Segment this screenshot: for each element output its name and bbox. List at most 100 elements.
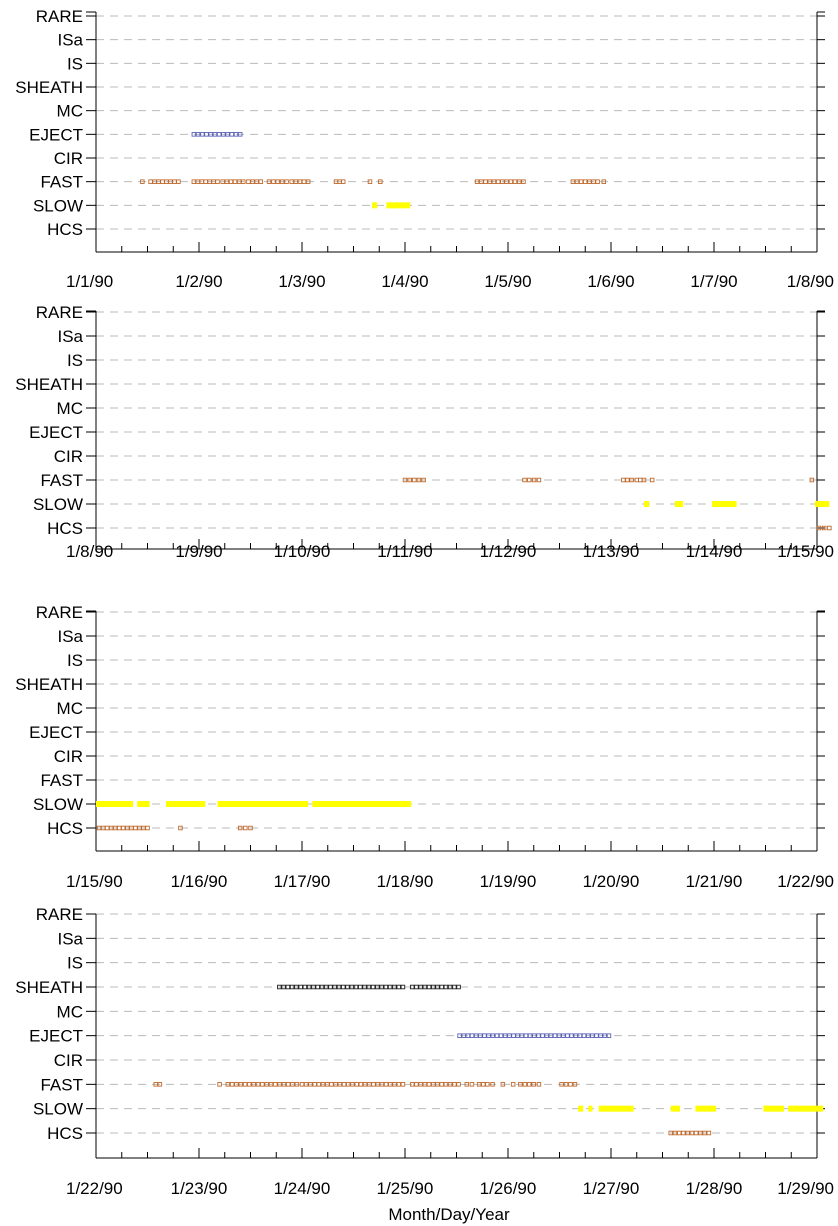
eject-marker [519, 1033, 525, 1038]
category-label: SLOW [33, 1100, 83, 1119]
sheath-marker [319, 984, 325, 990]
x-tick-label: 1/28/90 [686, 1179, 743, 1198]
sheath-marker [294, 984, 299, 990]
fast-marker [294, 1082, 300, 1087]
fast-marker [396, 1082, 401, 1087]
sheath-marker [431, 984, 436, 990]
x-tick-label: 1/19/90 [480, 872, 537, 891]
eject-marker [540, 1033, 545, 1038]
fast-marker [649, 477, 655, 483]
series-fast [153, 1082, 578, 1087]
hcs-marker [816, 525, 822, 531]
eject-marker [569, 1033, 574, 1038]
fast-marker [220, 179, 225, 184]
sheath-marker [439, 984, 444, 990]
category-label: RARE [36, 7, 83, 26]
series-slow [372, 202, 411, 209]
series-slow [643, 501, 830, 507]
fast-marker [324, 1082, 330, 1087]
eject-marker [195, 132, 201, 137]
fast-marker [329, 1082, 334, 1087]
fast-marker [479, 179, 484, 184]
fast-marker [255, 1082, 261, 1087]
category-label: ISa [57, 627, 83, 646]
fast-marker [367, 179, 373, 184]
fast-marker [273, 1082, 278, 1087]
x-tick-label: 1/5/90 [484, 272, 531, 291]
x-tick-label: 1/22/90 [777, 872, 834, 891]
category-label: IS [67, 651, 83, 670]
category-label: CIR [54, 149, 83, 168]
sheath-marker [426, 984, 432, 990]
fast-marker [559, 1082, 564, 1087]
sheath-marker [443, 984, 449, 990]
fast-marker [247, 1082, 252, 1087]
fast-marker [367, 1082, 372, 1087]
fast-marker [254, 179, 259, 184]
eject-marker [494, 1033, 500, 1038]
fast-marker [358, 1082, 364, 1087]
fast-marker [157, 1082, 163, 1087]
x-tick-label: 1/21/90 [686, 872, 743, 891]
hcs-marker [248, 825, 253, 831]
eject-marker [581, 1033, 587, 1038]
eject-marker [507, 1033, 512, 1038]
x-tick-label: 1/2/90 [175, 272, 222, 291]
fast-marker [500, 179, 505, 184]
fast-marker [176, 179, 181, 184]
eject-marker [544, 1033, 549, 1038]
fast-marker [308, 1082, 313, 1087]
fast-marker [238, 1082, 244, 1087]
hcs-marker [693, 1130, 699, 1136]
sheath-marker [375, 984, 380, 990]
fast-marker [203, 179, 208, 184]
hcs-marker [672, 1130, 678, 1136]
x-tick-label: 1/12/90 [480, 542, 537, 561]
fast-marker [284, 179, 289, 184]
fast-marker [388, 1082, 393, 1087]
fast-marker [629, 477, 634, 483]
eject-marker [577, 1033, 583, 1038]
category-label: SHEATH [15, 78, 83, 97]
x-tick-label: 1/11/90 [377, 542, 432, 561]
category-label: SHEATH [15, 978, 83, 997]
category-label: ISa [57, 327, 83, 346]
fast-marker [232, 179, 238, 184]
fast-marker [281, 1082, 287, 1087]
eject-marker [606, 1033, 612, 1038]
eject-marker [556, 1033, 562, 1038]
category-label: CIR [54, 447, 83, 466]
slow-bar [814, 501, 830, 507]
sheath-marker [277, 984, 282, 990]
panel-1: RARE ISa IS SHEATH MC EJECT CIR FAST SLOW HCS 1/1/… [15, 7, 834, 291]
eject-marker [565, 1033, 570, 1038]
fast-marker [409, 1082, 415, 1087]
fast-marker [215, 179, 220, 184]
fast-marker [510, 1082, 516, 1087]
sheath-marker [383, 984, 389, 990]
fast-marker [379, 1082, 385, 1087]
category-label: IS [67, 954, 83, 973]
sheath-marker [311, 984, 316, 990]
fast-marker [595, 179, 600, 184]
slow-bar [166, 801, 206, 807]
slow-bar [588, 1105, 593, 1112]
fast-marker [251, 1082, 256, 1087]
fast-marker [414, 1082, 419, 1087]
fast-marker [346, 1082, 351, 1087]
fast-marker [350, 1082, 355, 1087]
fast-marker [160, 179, 165, 184]
fast-marker [512, 179, 518, 184]
x-tick-label: 1/15/90 [777, 542, 834, 561]
fast-marker [583, 179, 588, 184]
fast-marker [431, 1082, 436, 1087]
eject-marker [208, 132, 213, 137]
slow-bar [711, 501, 737, 507]
x-tick-label: 1/8/90 [66, 542, 113, 561]
category-label: EJECT [29, 423, 83, 442]
category-label: FAST [40, 1075, 83, 1094]
category-label: HCS [47, 819, 83, 838]
fast-marker [435, 1082, 440, 1087]
category-label: EJECT [29, 723, 83, 742]
